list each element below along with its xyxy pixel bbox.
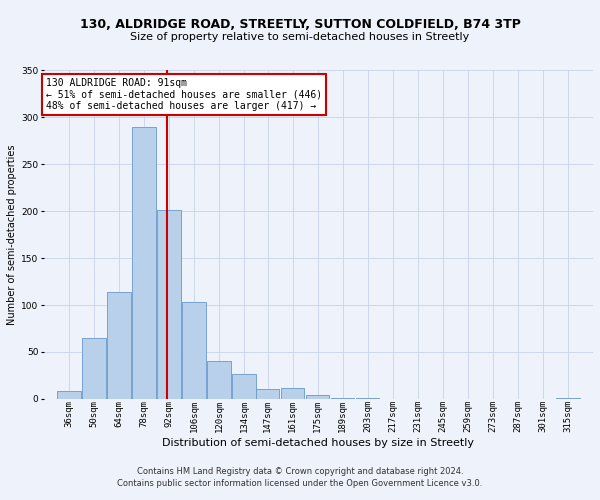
Text: Contains HM Land Registry data © Crown copyright and database right 2024.
Contai: Contains HM Land Registry data © Crown c… bbox=[118, 466, 482, 487]
Bar bbox=[281, 388, 304, 399]
Bar bbox=[306, 395, 329, 399]
Bar bbox=[256, 388, 280, 399]
Text: 130, ALDRIDGE ROAD, STREETLY, SUTTON COLDFIELD, B74 3TP: 130, ALDRIDGE ROAD, STREETLY, SUTTON COL… bbox=[80, 18, 520, 30]
Bar bbox=[157, 210, 181, 399]
Bar bbox=[182, 302, 206, 399]
Y-axis label: Number of semi-detached properties: Number of semi-detached properties bbox=[7, 144, 17, 325]
Text: 130 ALDRIDGE ROAD: 91sqm
← 51% of semi-detached houses are smaller (446)
48% of : 130 ALDRIDGE ROAD: 91sqm ← 51% of semi-d… bbox=[46, 78, 322, 111]
Bar bbox=[356, 398, 379, 399]
Bar bbox=[107, 292, 131, 399]
Bar bbox=[208, 362, 231, 399]
Text: Size of property relative to semi-detached houses in Streetly: Size of property relative to semi-detach… bbox=[130, 32, 470, 42]
Bar bbox=[331, 398, 355, 399]
Bar bbox=[232, 374, 256, 399]
X-axis label: Distribution of semi-detached houses by size in Streetly: Distribution of semi-detached houses by … bbox=[163, 438, 475, 448]
Bar bbox=[132, 126, 156, 399]
Bar bbox=[57, 392, 81, 399]
Bar bbox=[82, 338, 106, 399]
Bar bbox=[556, 398, 580, 399]
